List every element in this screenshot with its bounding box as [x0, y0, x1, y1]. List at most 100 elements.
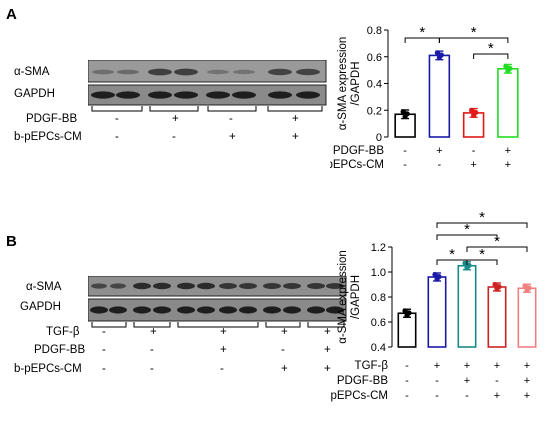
y-tick-label: 0.8 [371, 292, 386, 304]
y-axis-label-line: /GAPDH [350, 61, 362, 105]
panel-b-condition-label-cm: b-pEPCs-CM [14, 363, 82, 375]
sign: - [150, 344, 154, 356]
data-point [507, 65, 513, 71]
data-point [496, 284, 502, 290]
panel-a-condition-label-pdgf: PDGF-BB [26, 113, 78, 125]
y-axis-label-line: α-SMA expression [337, 37, 349, 131]
x-row-label: TGF-β [355, 360, 389, 372]
panel-a-western-blot [88, 60, 327, 106]
panel-b-condition-label-tgf: TGF-β [46, 326, 80, 338]
x-row-sign: + [505, 159, 511, 171]
sign: - [220, 363, 224, 375]
panel-b-western-blot [88, 276, 347, 322]
y-tick-label: 1.0 [371, 267, 386, 279]
x-row-label: PDGF-BB [333, 145, 384, 157]
bar [397, 312, 417, 348]
data-point [473, 109, 479, 116]
panel-a-lane-brackets [91, 106, 323, 112]
significance-star: * [471, 24, 477, 41]
panel-a-gapdh-label: GAPDH [14, 88, 55, 100]
sign: - [102, 344, 106, 356]
panel-a-asma-label: α-SMA [14, 66, 50, 78]
x-row-label: PDGF-BB [337, 375, 388, 387]
sign: + [150, 326, 157, 338]
sign: - [281, 344, 285, 356]
sign: + [324, 326, 331, 338]
panel-a-condition-label-cm: b-pEPCs-CM [14, 131, 82, 143]
x-row-sign: + [470, 159, 476, 171]
data-point [469, 107, 475, 113]
x-row-sign: - [435, 390, 439, 402]
sign: - [102, 326, 106, 338]
x-row-sign: - [465, 390, 469, 402]
y-tick-label: 0.6 [371, 317, 386, 329]
y-axis-label: α-SMA expression/GAPDH [337, 37, 362, 131]
significance-bracket [436, 234, 498, 240]
sign: - [115, 131, 119, 143]
significance-star: * [464, 221, 470, 238]
y-tick-label: 0.4 [371, 342, 386, 354]
x-row-sign: - [405, 390, 409, 402]
sign: - [102, 363, 106, 375]
x-row-sign: + [524, 390, 530, 402]
sign: - [150, 363, 154, 375]
x-row-sign: - [472, 145, 476, 157]
significance-star: * [479, 209, 485, 226]
data-point [432, 272, 438, 278]
x-row-sign: - [438, 159, 442, 171]
y-axis-label: α-SMA expression/GAPDH [337, 250, 362, 344]
x-row-sign: - [405, 360, 409, 372]
significance-star: * [449, 246, 455, 263]
sign: + [292, 113, 299, 125]
data-point [503, 63, 509, 69]
panel-b-signs-tgf: - + + + + [88, 326, 350, 340]
significance-bracket [438, 37, 509, 43]
data-point [466, 262, 472, 268]
sign: + [172, 113, 179, 125]
data-point [462, 260, 468, 266]
panel-a-letter: A [6, 6, 17, 23]
x-row-label: b-pEPCs-CM [330, 159, 384, 171]
x-row-label: b-pEPCs-CM [330, 390, 388, 402]
panel-b-signs-cm: - - - + + [88, 363, 350, 377]
x-row-sign: + [434, 360, 440, 372]
y-axis-label-line: /GAPDH [350, 275, 362, 319]
data-point [434, 50, 440, 56]
panel-a-signs-cm: - - + + [88, 131, 328, 145]
panel-b-condition-label-pdgf: PDGF-BB [34, 344, 86, 356]
significance-star: * [488, 40, 494, 57]
data-point [526, 285, 532, 291]
sign: + [281, 326, 288, 338]
y-axis-label-line: α-SMA expression [337, 250, 349, 344]
x-row-sign: - [495, 375, 499, 387]
sign: + [229, 131, 236, 143]
data-point [400, 109, 406, 115]
data-point [404, 111, 410, 117]
bar [428, 54, 451, 138]
sign: - [229, 113, 233, 125]
x-row-sign: + [494, 360, 500, 372]
x-row-sign: + [524, 360, 530, 372]
x-row-sign: + [464, 360, 470, 372]
x-row-sign: - [435, 375, 439, 387]
x-row-sign: + [436, 145, 442, 157]
x-row-sign: + [524, 375, 530, 387]
data-point [436, 274, 442, 280]
x-row-sign: - [403, 159, 407, 171]
y-tick-label: 0.6 [367, 52, 382, 64]
significance-bracket [466, 246, 528, 252]
data-point [406, 310, 412, 316]
bar [427, 276, 447, 348]
sign: + [324, 344, 331, 356]
sign: + [324, 363, 331, 375]
x-row-sign: + [505, 145, 511, 157]
data-point [402, 308, 408, 314]
panel-b-letter: B [6, 233, 17, 250]
significance-bracket [473, 53, 509, 59]
panel-b-bar-chart: 0.4 0.6 0.8 1.0 1.2 α-SMA expression/GAPDH * * *… [330, 209, 537, 402]
sign: + [220, 344, 227, 356]
y-tick-label: 0.4 [367, 79, 382, 91]
bar [517, 287, 537, 348]
significance-bracket [466, 259, 498, 265]
y-tick-label: 0 [376, 132, 382, 144]
